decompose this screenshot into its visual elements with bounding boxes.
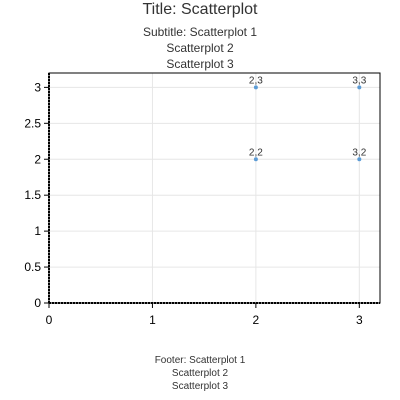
data-points: 2,3 3,3 2,2 3,2 — [249, 75, 367, 162]
y-tick-label: 3 — [34, 80, 41, 94]
data-point[interactable] — [357, 157, 362, 162]
y-tick-label: 1 — [34, 224, 41, 238]
subtitle-line-1: Subtitle: Scatterplot 1 — [142, 25, 258, 39]
x-tick-label: 3 — [356, 313, 363, 327]
y-axis-ticks: 0 0.5 1 1.5 2 2.5 3 — [24, 80, 49, 310]
chart-footer: Footer: Scatterplot 1 Scatterplot 2 Scat… — [0, 354, 400, 393]
x-tick-label: 0 — [46, 313, 53, 327]
x-axis-ticks: 0 1 2 3 — [46, 303, 363, 327]
data-point-label: 3,2 — [352, 147, 366, 158]
y-tick-label: 2.5 — [24, 116, 41, 130]
footer-line-2: Scatterplot 2 — [171, 368, 229, 379]
chart-title: Title: Scatterplot — [142, 1, 258, 18]
plot-frame — [48, 72, 381, 304]
y-tick-label: 0 — [34, 296, 41, 310]
x-tick-label: 1 — [149, 313, 156, 327]
grid-lines — [48, 73, 380, 304]
subtitle-line-2: Scatterplot 2 — [166, 41, 234, 55]
x-tick-label: 2 — [253, 313, 260, 327]
chart-subtitle: Subtitle: Scatterplot 1 Scatterplot 2 Sc… — [0, 24, 400, 72]
data-point-label: 3,3 — [352, 75, 366, 86]
data-point[interactable] — [357, 85, 362, 90]
footer-line-1: Footer: Scatterplot 1 — [154, 355, 246, 366]
data-point-label: 2,2 — [249, 147, 263, 158]
data-point[interactable] — [253, 157, 258, 162]
data-point[interactable] — [253, 85, 258, 90]
data-point-label: 2,3 — [249, 75, 263, 86]
y-tick-label: 2 — [34, 152, 41, 166]
y-tick-label: 1.5 — [24, 188, 41, 202]
y-tick-label: 0.5 — [24, 260, 41, 274]
subtitle-line-3: Scatterplot 3 — [166, 57, 234, 71]
footer-line-3: Scatterplot 3 — [171, 381, 229, 392]
